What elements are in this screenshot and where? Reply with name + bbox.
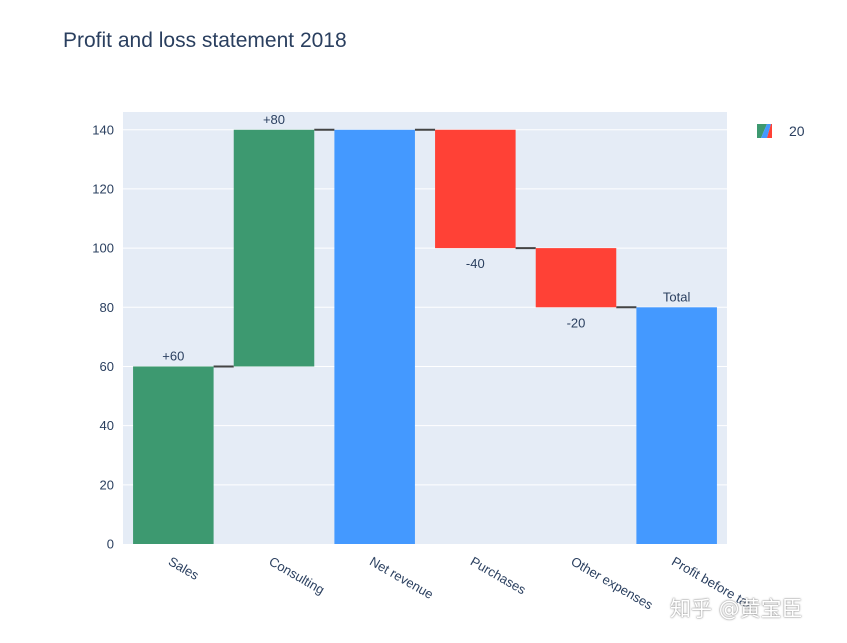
y-tick-label: 20 (100, 477, 114, 492)
legend-label: 20 (789, 123, 805, 139)
x-tick-label: Net revenue (367, 554, 436, 602)
y-tick-label: 60 (100, 359, 114, 374)
x-axis: Sales Consulting Net revenue Purchases Other… (166, 554, 757, 613)
watermark: 知乎 @黄宝臣 (670, 597, 803, 621)
y-tick-label: 120 (92, 181, 114, 196)
y-axis: 0 20 40 60 80 100 120 140 (92, 122, 114, 551)
y-tick-label: 0 (107, 537, 114, 552)
bar[interactable] (334, 129, 415, 544)
data-label: -20 (567, 315, 586, 330)
data-label: +60 (162, 348, 184, 363)
legend[interactable]: 20 (757, 123, 805, 139)
legend-swatch-icon (757, 124, 772, 138)
y-tick-label: 40 (100, 418, 114, 433)
connectors (213, 128, 637, 368)
bar[interactable] (133, 366, 214, 544)
bar[interactable] (636, 307, 717, 544)
data-label: -40 (466, 256, 485, 271)
y-tick-label: 100 (92, 241, 114, 256)
bar[interactable] (535, 248, 617, 308)
x-tick-label: Other expenses (569, 554, 656, 613)
y-tick-label: 140 (92, 122, 114, 137)
y-tick-label: 80 (100, 300, 114, 315)
data-label: +80 (263, 112, 285, 127)
x-tick-label: Purchases (468, 554, 529, 598)
x-tick-label: Consulting (267, 554, 328, 598)
chart-title: Profit and loss statement 2018 (63, 29, 347, 52)
bar[interactable] (233, 129, 315, 367)
data-label: Total (663, 289, 691, 304)
plot-background (123, 112, 727, 544)
bar[interactable] (435, 129, 516, 249)
bars (133, 129, 717, 544)
data-labels: +60 +80 -40 -20 Total (162, 112, 690, 364)
x-tick-label: Sales (166, 554, 202, 583)
